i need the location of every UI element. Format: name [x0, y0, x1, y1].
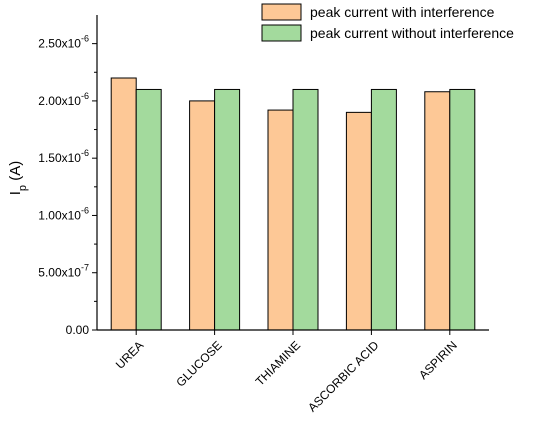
y-tick-label: 5.00x10-7	[38, 263, 89, 280]
y-axis-title-sub: p	[17, 185, 29, 191]
legend-swatch	[261, 3, 302, 21]
x-tick-label: GLUCOSE	[173, 338, 224, 389]
bar-without-interference	[214, 88, 241, 331]
y-axis-title-main: I	[7, 191, 24, 195]
axes-group: UREA GLUCOSE THIAMINE ASCORBIC ACID ASPIRIN 0…	[38, 15, 489, 415]
legend-swatch	[261, 24, 302, 42]
y-tick-label: 2.00x10-6	[38, 91, 89, 108]
x-tick-label: THIAMINE	[253, 338, 303, 388]
x-tick-label: UREA	[113, 338, 146, 371]
y-tick-label: 1.50x10-6	[38, 148, 89, 165]
y-tick-label: 1.00x10-6	[38, 205, 89, 222]
bar-without-interference	[135, 88, 162, 331]
y-tick-label: 0.00	[66, 323, 90, 337]
bar-with-interference	[267, 109, 294, 331]
y-tick-label: 2.50x10-6	[38, 34, 89, 51]
bar-with-interference	[345, 111, 372, 331]
y-axis-title-unit: (A)	[7, 161, 24, 185]
legend: peak current with interference peak curre…	[261, 3, 514, 42]
bar-with-interference	[110, 77, 137, 331]
x-tick-label: ASCORBIC ACID	[305, 338, 382, 415]
y-axis-title: Ip (A)	[7, 161, 29, 195]
x-tick-label: ASPIRIN	[416, 338, 460, 382]
legend-label: peak current without interference	[310, 25, 514, 41]
bars-group	[110, 77, 476, 331]
legend-label: peak current with interference	[310, 4, 495, 20]
bar-without-interference	[370, 88, 397, 331]
bar-with-interference	[424, 91, 451, 331]
bar-with-interference	[189, 100, 216, 331]
bar-without-interference	[449, 88, 476, 331]
bar-without-interference	[292, 88, 319, 331]
